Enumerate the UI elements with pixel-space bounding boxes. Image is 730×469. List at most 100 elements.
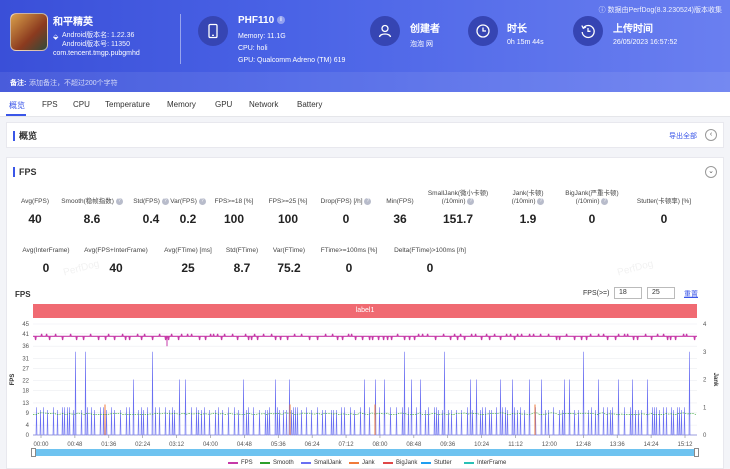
legend-label: BigJank (396, 460, 418, 466)
tab-temperature[interactable]: Temperature (105, 100, 150, 109)
legend-label: Smooth (273, 460, 294, 466)
help-icon[interactable]: ? (601, 198, 609, 205)
x-tick-label: 07:12 (339, 442, 355, 448)
y2-tick-label: 1 (703, 405, 707, 411)
metric-value: 0 (660, 212, 668, 226)
fps-threshold-input-1[interactable]: 18 (614, 287, 642, 299)
x-tick-label: 00:48 (67, 442, 83, 448)
legend-item-bigjank[interactable]: BigJank (383, 460, 417, 466)
android-icon: ⬙ (53, 34, 59, 41)
fps-threshold-input-2[interactable]: 25 (647, 287, 675, 299)
metric-value: 40 (28, 212, 42, 226)
chart-fps-label: FPS (15, 290, 31, 299)
android-version-code: Android版本号: 11350 (62, 41, 130, 48)
metric-label: FTime>=100ms [%] (320, 247, 378, 254)
fps-metric: Avg(FPS) 40 (0, 190, 75, 226)
fps-chart[interactable]: 0 4 9 13 18 22 27 31 36 41 45 0 1 2 3 4 FPS Jank 00:00 00:4… (0, 318, 730, 448)
upload-time-title: 上传时间 (613, 24, 653, 35)
scrollbar-handle-right[interactable] (694, 448, 699, 457)
report-header: ⓘ 数据由PerfDog(8.3.230524)版本收集 和平精英 ⬙ Andr… (0, 0, 730, 92)
reset-link[interactable]: 重置 (684, 291, 698, 298)
fps-metric: FTime>=100ms [%] 0 (309, 239, 389, 275)
metric-value: 40 (109, 261, 123, 275)
export-all-link[interactable]: 导出全部 (669, 133, 697, 140)
tab-gpu[interactable]: GPU (215, 100, 233, 109)
fps-metric: Stutter(卡顿率) [%] 0 (624, 190, 704, 226)
tab-overview[interactable]: 概览 (9, 101, 25, 110)
tab-active-indicator (6, 114, 26, 116)
device-memory: Memory: 11.1G (238, 33, 286, 40)
fps-metric: Std(FPS) ? 0.4 (111, 190, 191, 226)
overview-collapse-icon[interactable]: ‹ (705, 129, 717, 141)
fps-collapse-icon[interactable]: ⌄ (705, 166, 717, 178)
y-tick-label: 27 (22, 366, 29, 372)
fps-metric: FPS>=25 [%] 100 (248, 190, 328, 226)
metric-value: 100 (223, 212, 245, 226)
clock-icon (468, 16, 498, 46)
fps-metric: Var(FPS) ? 0.2 (148, 190, 228, 226)
tab-battery[interactable]: Battery (297, 100, 323, 109)
y-tick-label: 45 (22, 322, 29, 328)
help-icon[interactable]: ? (537, 198, 545, 205)
legend-label: Jank (362, 460, 375, 466)
metric-label: Std(FPS) ? (111, 198, 191, 206)
metric-value: 0 (342, 212, 350, 227)
legend-swatch (421, 462, 431, 464)
legend-item-stutter[interactable]: Stutter (421, 460, 452, 466)
help-icon[interactable]: ? (467, 198, 475, 205)
metric-label: BigJank(严重卡顿) (/10min) ? (565, 190, 619, 206)
label-bar[interactable]: label1 (33, 304, 697, 318)
fps-title: FPS (13, 167, 37, 177)
duration-title: 时长 (507, 24, 527, 35)
y-axis-label: FPS (10, 374, 16, 386)
metric-label: Var(FPS) ? (148, 198, 228, 206)
legend-item-fps[interactable]: FPS (228, 460, 253, 466)
game-icon (10, 13, 48, 51)
creator-title: 创建者 (410, 24, 440, 35)
metric-value: 36 (393, 212, 407, 226)
scrollbar-handle-left[interactable] (31, 448, 36, 457)
metric-label: Std(FTime) (225, 247, 259, 254)
x-tick-label: 12:48 (576, 442, 592, 448)
overview-title: 概览 (13, 131, 37, 141)
y-tick-label: 4 (26, 423, 30, 429)
remark-input[interactable]: 添加备注，不超过200个字符 (29, 80, 118, 87)
legend-swatch (228, 462, 238, 464)
help-icon[interactable]: ? (198, 198, 206, 205)
legend-item-smooth[interactable]: Smooth (260, 460, 294, 466)
y2-tick-label: 0 (703, 433, 707, 439)
y-tick-label: 41 (22, 332, 29, 338)
fps-metric: Avg(FTime) [ms] 25 (148, 239, 228, 275)
metric-label: Avg(FTime) [ms] (164, 247, 212, 254)
y-tick-label: 0 (26, 433, 30, 439)
help-icon[interactable]: ? (115, 198, 123, 205)
legend-label: Stutter (434, 460, 452, 466)
metric-value: 0 (426, 261, 434, 275)
metric-value: 1.9 (519, 212, 537, 227)
metric-label: SmallJank(微小卡顿) (/10min) ? (427, 190, 489, 206)
x-tick-label: 05:36 (271, 442, 287, 448)
tab-memory[interactable]: Memory (167, 100, 196, 109)
legend-swatch (464, 462, 474, 464)
legend-item-jank[interactable]: Jank (349, 460, 375, 466)
tab-network[interactable]: Network (249, 100, 279, 109)
legend-label: SmallJank (314, 460, 342, 466)
x-tick-label: 06:24 (305, 442, 321, 448)
legend-swatch (349, 462, 359, 464)
x-tick-label: 04:48 (237, 442, 253, 448)
legend-item-interframe[interactable]: InterFrame (464, 460, 506, 466)
legend-swatch (383, 462, 393, 464)
chart-scrollbar[interactable] (33, 449, 697, 456)
y-tick-label: 22 (22, 379, 29, 385)
duration-value: 0h 15m 44s (507, 39, 544, 46)
tab-fps[interactable]: FPS (42, 100, 58, 109)
help-icon[interactable]: ? (364, 198, 372, 205)
legend-item-smalljank[interactable]: SmallJank (301, 460, 342, 466)
fps-metric: SmallJank(微小卡顿) (/10min) ? 151.7 (418, 190, 498, 226)
fps-metric: Smooth(稳帧指数) ? 8.6 (52, 190, 132, 226)
x-tick-label: 12:00 (542, 442, 558, 448)
help-icon[interactable]: ? (161, 198, 169, 205)
tab-cpu[interactable]: CPU (73, 100, 90, 109)
fps-metric: FPS>=18 [%] 100 (194, 190, 274, 226)
info-icon[interactable]: i (276, 16, 285, 25)
